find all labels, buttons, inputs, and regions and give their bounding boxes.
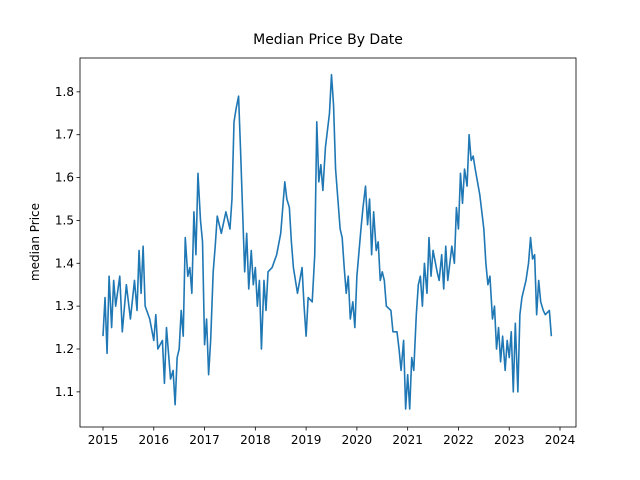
data-line bbox=[102, 73, 553, 410]
y-tick-label: 1.1 bbox=[55, 385, 74, 399]
y-tick-label: 1.5 bbox=[55, 213, 74, 227]
y-tick-label: 1.4 bbox=[55, 256, 74, 270]
x-tick-label: 2021 bbox=[392, 433, 423, 447]
y-tick-label: 1.3 bbox=[55, 299, 74, 313]
x-tick-label: 2022 bbox=[443, 433, 474, 447]
y-tick-label: 1.2 bbox=[55, 342, 74, 356]
x-tick-label: 2019 bbox=[291, 433, 322, 447]
x-tick-label: 2017 bbox=[189, 433, 220, 447]
chart-title: Median Price By Date bbox=[253, 32, 403, 48]
x-tick-label: 2020 bbox=[342, 433, 373, 447]
y-axis-label: median Price bbox=[28, 203, 42, 281]
y-tick-label: 1.8 bbox=[55, 85, 74, 99]
x-tick-label: 2015 bbox=[88, 433, 119, 447]
y-tick-label: 1.6 bbox=[55, 171, 74, 185]
x-tick-label: 2016 bbox=[139, 433, 170, 447]
x-tick-label: 2023 bbox=[494, 433, 525, 447]
y-tick-label: 1.7 bbox=[55, 128, 74, 142]
x-tick-label: 2024 bbox=[545, 433, 576, 447]
x-tick-label: 2018 bbox=[240, 433, 271, 447]
plot-frame bbox=[79, 57, 577, 428]
